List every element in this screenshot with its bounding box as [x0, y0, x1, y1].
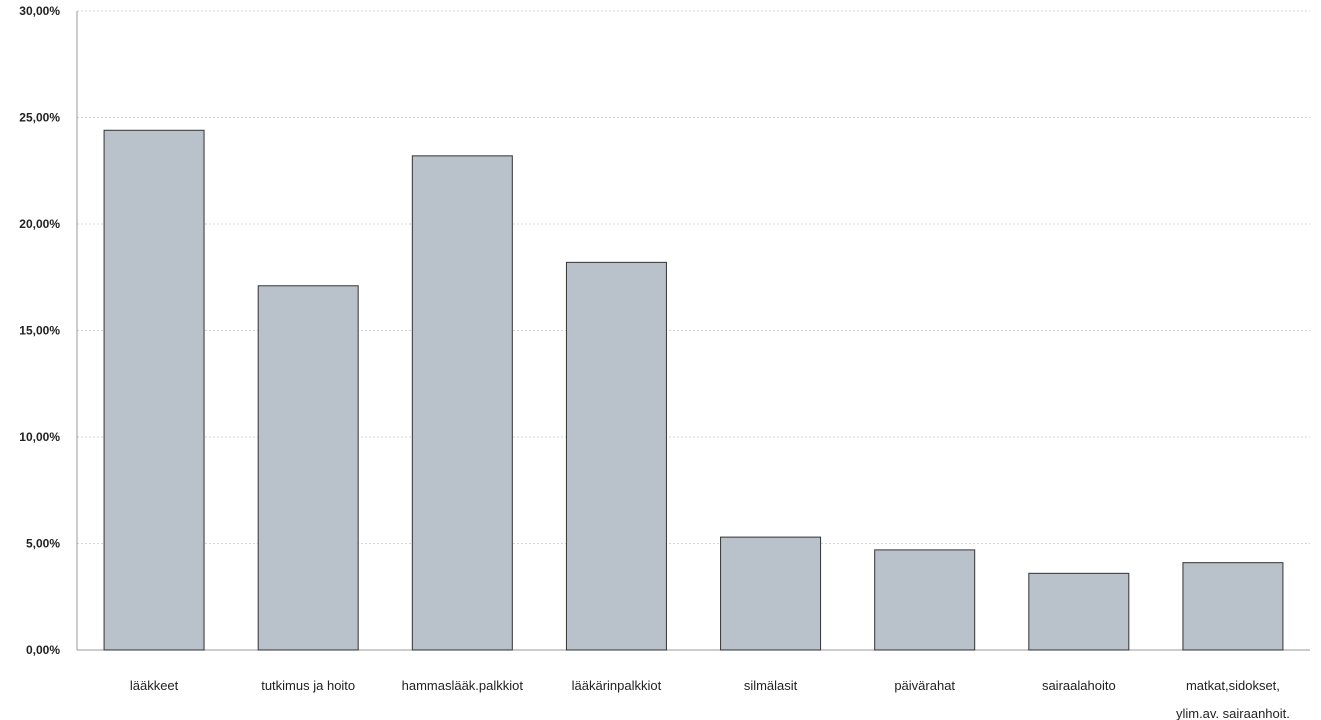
- x-category-label: silmälasit: [744, 678, 798, 693]
- bar: [103, 129, 205, 651]
- y-tick-label: 20,00%: [19, 217, 60, 231]
- x-category-label: lääkkeet: [130, 678, 179, 693]
- x-category-label-line: lääkkeet: [130, 678, 179, 693]
- bar: [1182, 562, 1284, 651]
- x-category-label-line: sairaalahoito: [1042, 678, 1116, 693]
- y-tick-label: 10,00%: [19, 430, 60, 444]
- x-axis-category-labels: lääkkeet tutkimus ja hoito hammaslääk.palk…: [130, 678, 1290, 720]
- y-tick-label: 30,00%: [19, 4, 60, 18]
- x-category-label-line: ylim.av. sairaanhoit.: [1176, 706, 1290, 720]
- y-tick-label: 5,00%: [26, 537, 60, 551]
- y-tick-label: 25,00%: [19, 111, 60, 125]
- bar: [411, 155, 513, 651]
- x-category-label-line: tutkimus ja hoito: [261, 678, 355, 693]
- x-category-label: päivärahat: [894, 678, 955, 693]
- y-tick-label: 15,00%: [19, 324, 60, 338]
- x-category-label-line: päivärahat: [894, 678, 955, 693]
- bar: [565, 261, 667, 651]
- y-axis-tick-labels: 0,00% 5,00% 10,00% 15,00% 20,00% 25,00% 30,00%: [19, 4, 60, 657]
- x-category-label: lääkärinpalkkiot: [572, 678, 662, 693]
- bars: [103, 129, 1284, 651]
- x-category-label-line: matkat,sidokset,: [1186, 678, 1280, 693]
- bar: [1028, 572, 1130, 651]
- x-category-label-line: silmälasit: [744, 678, 798, 693]
- x-category-label-line: lääkärinpalkkiot: [572, 678, 662, 693]
- bar: [257, 285, 359, 651]
- x-category-label: matkat,sidokset, ylim.av. sairaanhoit.: [1176, 678, 1290, 720]
- x-category-label-line: hammaslääk.palkkiot: [402, 678, 524, 693]
- bar: [720, 536, 822, 651]
- x-category-label: hammaslääk.palkkiot: [402, 678, 524, 693]
- bar: [874, 549, 976, 651]
- x-category-label: sairaalahoito: [1042, 678, 1116, 693]
- x-category-label: tutkimus ja hoito: [261, 678, 355, 693]
- y-tick-label: 0,00%: [26, 643, 60, 657]
